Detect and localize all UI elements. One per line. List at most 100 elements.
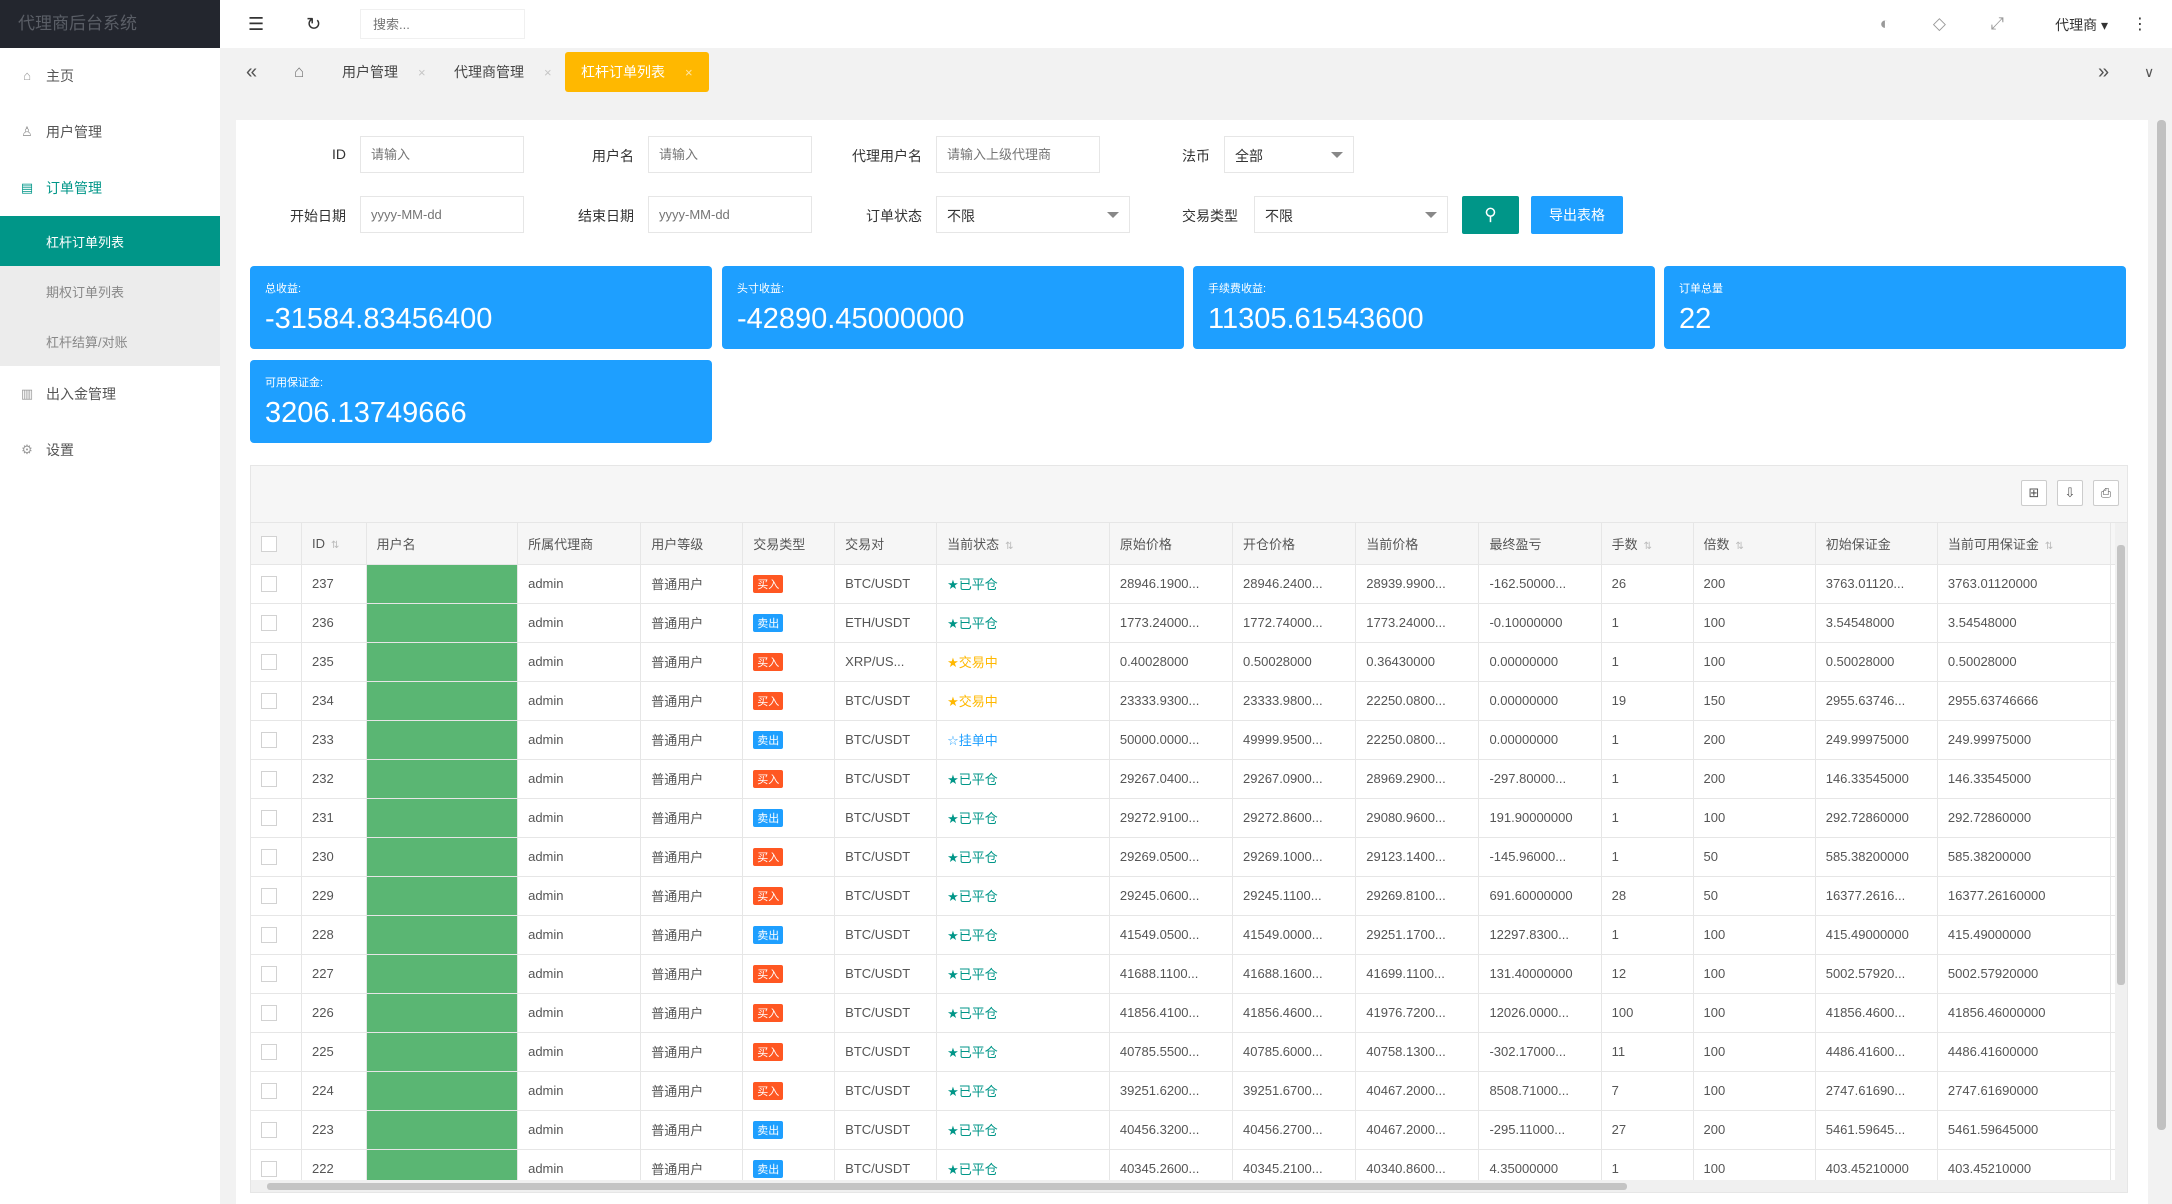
table-row[interactable]: 236 admin 普通用户 卖出 ETH/USDT ★已平仓 1773.24000... 1… xyxy=(251,603,2127,643)
trade-type-cell: 买入 xyxy=(742,1032,836,1072)
refresh-icon[interactable]: ↻ xyxy=(306,14,322,34)
username-input[interactable] xyxy=(648,136,812,173)
sort-icon[interactable]: ⇅ xyxy=(1005,540,1014,552)
trade-type-badge: 买入 xyxy=(753,886,784,905)
column-header[interactable]: 倍数 ⇅ xyxy=(1693,523,1816,565)
tag-icon[interactable]: ◇ xyxy=(1932,14,1946,33)
table-cell: 41549.0000... xyxy=(1232,915,1357,955)
table-row[interactable]: 235 admin 普通用户 买入 XRP/US... ★交易中 0.40028000 0.5… xyxy=(251,642,2127,682)
table-cell: 0.36430000 xyxy=(1355,642,1480,682)
row-checkbox[interactable] xyxy=(261,1082,277,1099)
tabs-scroll-right-icon[interactable]: » xyxy=(2098,60,2110,83)
column-header[interactable]: 当前可用保证金 ⇅ xyxy=(1937,523,2111,565)
table-cell: 292.72860000 xyxy=(1937,798,2111,838)
table-row[interactable]: 229 admin 普通用户 买入 BTC/USDT ★已平仓 29245.0600... 2… xyxy=(251,876,2127,916)
trade-type-select[interactable]: 不限 xyxy=(1254,196,1448,233)
row-checkbox[interactable] xyxy=(261,1004,277,1021)
table-header-row: ID ⇅ 用户名 所属代理商 用户等级 交易类型 交易对 当前状态 ⇅ 原始价格 开… xyxy=(251,523,2127,565)
home-tab-icon[interactable]: ⌂ xyxy=(294,62,305,81)
scroll-thumb[interactable] xyxy=(2157,120,2166,1130)
column-header[interactable]: 当前状态 ⇅ xyxy=(936,523,1110,565)
columns-filter-icon[interactable]: ⊞ xyxy=(2021,480,2047,506)
table-cell: 235 xyxy=(301,642,367,682)
table-cell: ETH/USDT xyxy=(834,603,938,643)
tab-user-management[interactable]: 用户管理 × xyxy=(342,64,426,80)
agent-username-input[interactable] xyxy=(936,136,1100,173)
select-all-checkbox[interactable] xyxy=(261,535,277,552)
table-horizontal-scrollbar[interactable] xyxy=(251,1180,2127,1192)
row-checkbox[interactable] xyxy=(261,848,277,865)
table-row[interactable]: 232 admin 普通用户 买入 BTC/USDT ★已平仓 29267.0400... 2… xyxy=(251,759,2127,799)
sort-icon[interactable]: ⇅ xyxy=(330,539,340,551)
sidebar-subitem-settlement[interactable]: 杠杆结算/对账 xyxy=(0,316,220,366)
column-header[interactable]: 手数 ⇅ xyxy=(1601,523,1694,565)
table-row[interactable]: 228 admin 普通用户 卖出 BTC/USDT ★已平仓 41549.0500... 4… xyxy=(251,915,2127,955)
export-icon[interactable]: ⇩ xyxy=(2057,480,2083,506)
sidebar-item-funds[interactable]: ▥ 出入金管理 xyxy=(20,386,116,402)
fullscreen-icon[interactable]: ⤢ xyxy=(1990,14,2004,33)
table-row[interactable]: 225 admin 普通用户 买入 BTC/USDT ★已平仓 40785.5500... 4… xyxy=(251,1032,2127,1072)
theme-icon[interactable]: ◐ xyxy=(1879,14,1890,33)
table-row[interactable]: 223 admin 普通用户 卖出 BTC/USDT ★已平仓 40456.3200... 4… xyxy=(251,1110,2127,1150)
row-checkbox[interactable] xyxy=(261,692,277,709)
sort-icon[interactable]: ⇅ xyxy=(1643,540,1653,552)
search-input[interactable] xyxy=(360,9,525,39)
tabs-scroll-left-icon[interactable]: « xyxy=(246,60,258,83)
row-checkbox[interactable] xyxy=(261,770,277,787)
tabs-dropdown-icon[interactable]: ∨ xyxy=(2144,63,2155,80)
sidebar-item-users[interactable]: ♙ 用户管理 xyxy=(21,124,102,140)
sort-icon[interactable]: ⇅ xyxy=(1735,540,1744,552)
table-vertical-scrollbar[interactable] xyxy=(2115,523,2127,1192)
end-date-input[interactable] xyxy=(648,196,812,233)
row-checkbox[interactable] xyxy=(261,926,277,943)
more-icon[interactable]: ⋮ xyxy=(2132,16,2148,33)
row-checkbox[interactable] xyxy=(261,731,277,748)
export-button[interactable]: 导出表格 xyxy=(1531,196,1623,234)
user-menu[interactable]: 代理商 ▾ xyxy=(2055,17,2108,33)
table-cell: 100 xyxy=(1693,1032,1816,1072)
sidebar-subitem-option-orders[interactable]: 期权订单列表 xyxy=(0,266,220,316)
status-badge: ★已平仓 xyxy=(947,889,998,904)
menu-toggle-icon[interactable]: ☰ xyxy=(248,14,265,34)
table-cell: 普通用户 xyxy=(640,1071,744,1111)
table-row[interactable]: 230 admin 普通用户 买入 BTC/USDT ★已平仓 29269.0500... 2… xyxy=(251,837,2127,877)
search-button[interactable]: ⚲ xyxy=(1462,196,1519,234)
table-row[interactable]: 224 admin 普通用户 买入 BTC/USDT ★已平仓 39251.6200... 3… xyxy=(251,1071,2127,1111)
sidebar-subitem-leverage-orders[interactable]: 杠杆订单列表 xyxy=(0,216,220,266)
scroll-thumb[interactable] xyxy=(2117,545,2125,985)
sort-icon[interactable]: ⇅ xyxy=(2044,540,2054,552)
table-row[interactable]: 237 admin 普通用户 买入 BTC/USDT ★已平仓 28946.1900... 2… xyxy=(251,564,2127,604)
row-checkbox[interactable] xyxy=(261,1160,277,1177)
order-status-select[interactable]: 不限 xyxy=(936,196,1130,233)
scroll-thumb[interactable] xyxy=(267,1183,1627,1190)
table-row[interactable]: 233 admin 普通用户 卖出 BTC/USDT ☆挂单中 50000.0000... 4… xyxy=(251,720,2127,760)
table-row[interactable]: 231 admin 普通用户 卖出 BTC/USDT ★已平仓 29272.9100... 2… xyxy=(251,798,2127,838)
row-checkbox[interactable] xyxy=(261,575,277,592)
id-input[interactable] xyxy=(360,136,524,173)
table-row[interactable]: 234 admin 普通用户 买入 BTC/USDT ★交易中 23333.9300... 2… xyxy=(251,681,2127,721)
row-checkbox[interactable] xyxy=(261,965,277,982)
page-scrollbar[interactable] xyxy=(2154,120,2170,1204)
username-cell xyxy=(366,564,519,604)
sidebar-item-settings[interactable]: ⚙ 设置 xyxy=(21,442,74,458)
row-checkbox[interactable] xyxy=(261,809,277,826)
start-date-input[interactable] xyxy=(360,196,524,233)
tab-agent-management[interactable]: 代理商管理 × xyxy=(454,64,552,80)
sidebar-item-orders[interactable]: ▤ 订单管理 xyxy=(20,180,102,196)
close-icon[interactable]: × xyxy=(685,64,693,80)
close-icon[interactable]: × xyxy=(544,64,552,80)
column-header[interactable]: ID ⇅ xyxy=(301,523,367,565)
chevron-down-icon xyxy=(1331,152,1343,158)
row-checkbox[interactable] xyxy=(261,887,277,904)
sidebar-item-home[interactable]: ⌂ 主页 xyxy=(0,48,220,104)
table-row[interactable]: 227 admin 普通用户 买入 BTC/USDT ★已平仓 41688.1100... 4… xyxy=(251,954,2127,994)
close-icon[interactable]: × xyxy=(418,64,426,80)
row-checkbox[interactable] xyxy=(261,614,277,631)
row-checkbox[interactable] xyxy=(261,653,277,670)
tab-leverage-orders[interactable]: 杠杆订单列表 × xyxy=(565,52,709,92)
row-checkbox[interactable] xyxy=(261,1121,277,1138)
fiat-select[interactable]: 全部 xyxy=(1224,136,1354,173)
table-row[interactable]: 226 admin 普通用户 买入 BTC/USDT ★已平仓 41856.4100... 4… xyxy=(251,993,2127,1033)
print-icon[interactable]: ⎙ xyxy=(2093,480,2119,506)
row-checkbox[interactable] xyxy=(261,1043,277,1060)
